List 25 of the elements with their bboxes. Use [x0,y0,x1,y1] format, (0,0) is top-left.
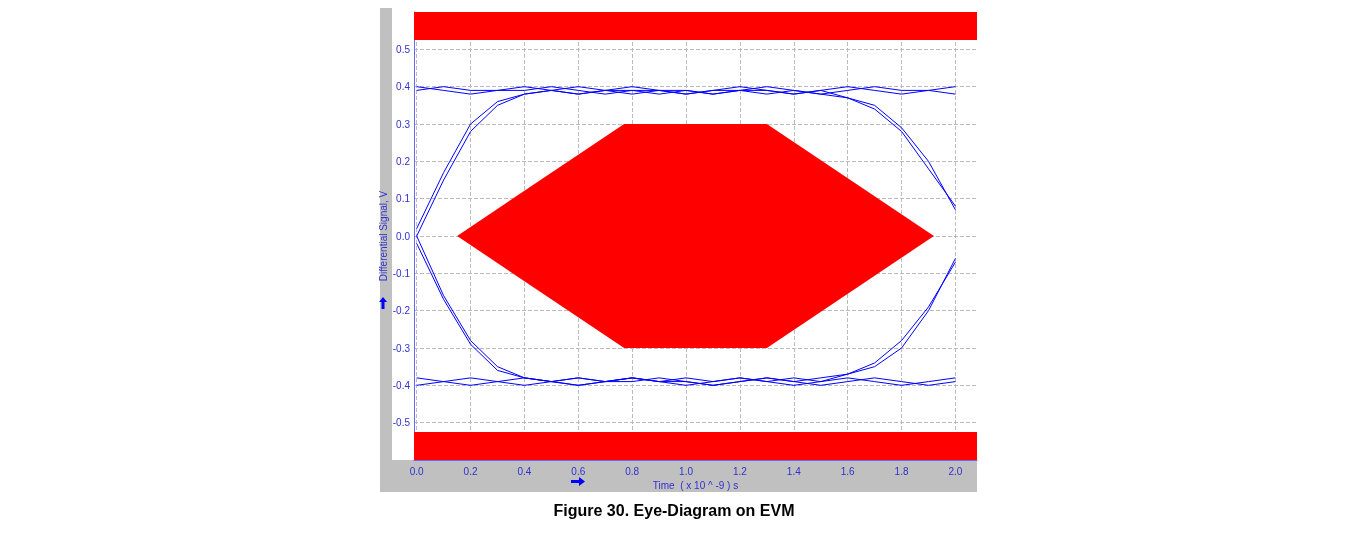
x-tick-label: 0.8 [625,465,640,477]
y-tick-label: 0.0 [396,230,411,242]
x-tick-label: 2.0 [948,465,963,477]
y-tick-label: 0.3 [396,118,411,130]
x-tick-label: 0.4 [517,465,532,477]
x-tick-label: 1.8 [894,465,909,477]
x-tick-label: 1.4 [786,465,802,477]
y-tick-label: -0.4 [392,379,411,391]
y-tick-label: 0.5 [396,43,411,55]
y-tick-label: 0.4 [396,81,411,93]
x-axis-title: Time ( x 10 ^ -9 ) s [652,480,739,492]
y-tick-label: -0.3 [392,342,411,354]
x-tick-label: 1.0 [679,465,694,477]
x-tick-label: 0.2 [463,465,478,477]
x-tick-label: 0.0 [409,465,425,477]
y-axis-title: Differential Signal, V [378,190,390,282]
y-tick-label: 0.2 [396,155,411,167]
y-tick-label: -0.1 [392,267,411,279]
x-tick-label: 1.6 [840,465,856,477]
text: Figure 30. Eye-Diagram on EVM [553,501,795,519]
y-tick-label: -0.5 [392,417,411,429]
y-tick-label: 0.1 [396,193,411,205]
x-tick-label: 0.6 [571,465,586,477]
x-tick-label: 1.2 [732,465,748,477]
y-tick-label: -0.2 [392,305,411,317]
